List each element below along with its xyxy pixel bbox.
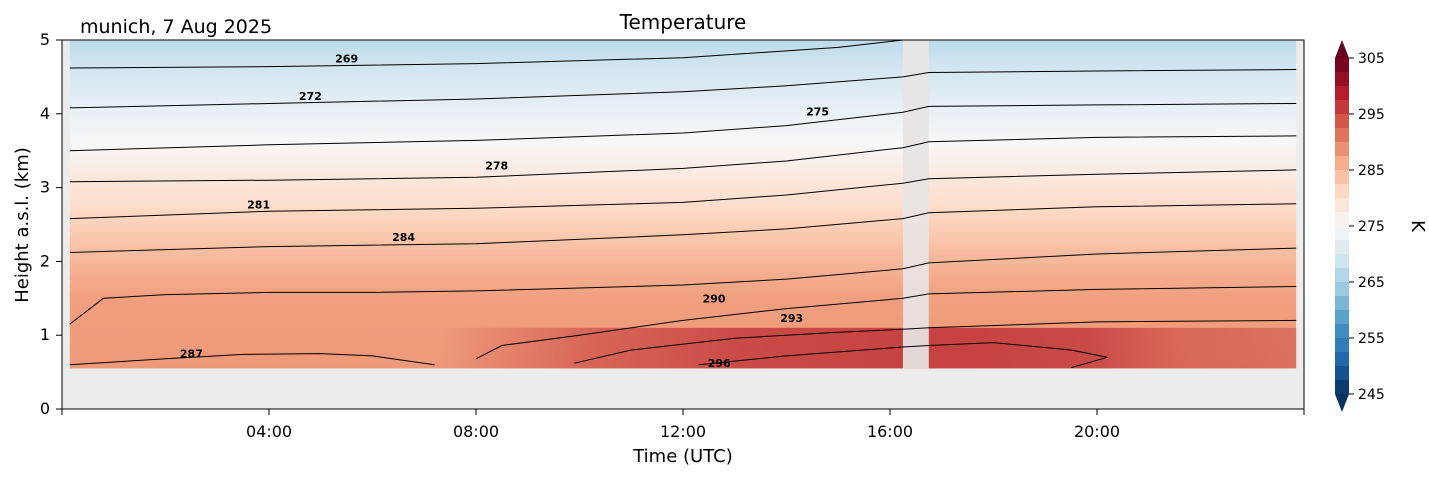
colorbar-label: K bbox=[1407, 220, 1428, 233]
colorbar-tick-label: 245 bbox=[1358, 387, 1385, 403]
isotherm-label: 287 bbox=[180, 348, 203, 361]
location-date-label: munich, 7 Aug 2025 bbox=[80, 16, 272, 38]
y-axis-label: Height a.s.l. (km) bbox=[12, 147, 33, 303]
colorbar: 305 295 285 275 265 255 245 K bbox=[1335, 40, 1428, 412]
isotherm-contours: 269 272 275 278 281 284 287 290 293 296 bbox=[69, 40, 1297, 370]
isotherm-line bbox=[69, 40, 1297, 69]
colorbar-tick-label: 265 bbox=[1358, 275, 1385, 291]
isotherm-label: 290 bbox=[703, 292, 726, 305]
plot-area: 269 272 275 278 281 284 287 290 293 296 bbox=[61, 39, 1305, 410]
y-axis: 0 1 2 3 4 5 bbox=[40, 30, 62, 418]
y-tick-label: 3 bbox=[40, 178, 50, 197]
isotherm-line bbox=[69, 247, 1297, 325]
x-axis: 04:00 08:00 12:00 16:00 20:00 bbox=[61, 409, 1305, 441]
isotherm-label: 278 bbox=[485, 159, 508, 172]
isotherm-label: 275 bbox=[806, 106, 829, 119]
y-tick-label: 0 bbox=[40, 399, 50, 418]
missing-data-gap bbox=[902, 40, 929, 369]
x-tick-label: 16:00 bbox=[867, 422, 913, 441]
x-tick-label: 08:00 bbox=[453, 422, 499, 441]
isotherm-label: 293 bbox=[780, 312, 803, 325]
y-tick-label: 2 bbox=[40, 251, 50, 270]
x-axis-label: Time (UTC) bbox=[632, 446, 733, 467]
isotherm-line bbox=[69, 353, 435, 366]
isotherm-line bbox=[69, 103, 1297, 152]
y-tick-label: 4 bbox=[40, 104, 50, 123]
isotherm-line bbox=[69, 203, 1297, 253]
isotherm-line bbox=[574, 319, 1297, 364]
isotherm-line bbox=[69, 135, 1297, 183]
isotherm-line bbox=[475, 286, 1297, 360]
colorbar-scale bbox=[1335, 58, 1349, 394]
y-tick-label: 1 bbox=[40, 325, 50, 344]
x-tick-label: 20:00 bbox=[1074, 422, 1120, 441]
isotherm-label: 284 bbox=[392, 231, 415, 244]
isotherm-line bbox=[69, 169, 1297, 220]
x-tick-label: 04:00 bbox=[246, 422, 292, 441]
isotherm-line bbox=[69, 69, 1297, 109]
y-tick-label: 5 bbox=[40, 30, 50, 49]
colorbar-tick-label: 285 bbox=[1358, 163, 1385, 179]
colorbar-tick-label: 305 bbox=[1358, 51, 1385, 67]
colorbar-tick-label: 255 bbox=[1358, 331, 1385, 347]
isotherm-label: 296 bbox=[708, 357, 731, 370]
x-tick-label: 12:00 bbox=[660, 422, 706, 441]
isotherm-label: 269 bbox=[335, 52, 358, 65]
colorbar-tick-label: 295 bbox=[1358, 107, 1385, 123]
colorbar-tick-label: 275 bbox=[1358, 219, 1385, 235]
colorbar-extend-min bbox=[1335, 394, 1349, 412]
temperature-field bbox=[69, 40, 1297, 369]
surface-heating-layer bbox=[69, 327, 1297, 369]
isotherm-label: 281 bbox=[247, 199, 270, 212]
chart-title: Temperature bbox=[619, 10, 747, 34]
isotherm-line bbox=[698, 342, 1108, 369]
isotherm-label: 272 bbox=[299, 90, 322, 103]
colorbar-extend-max bbox=[1335, 40, 1349, 58]
